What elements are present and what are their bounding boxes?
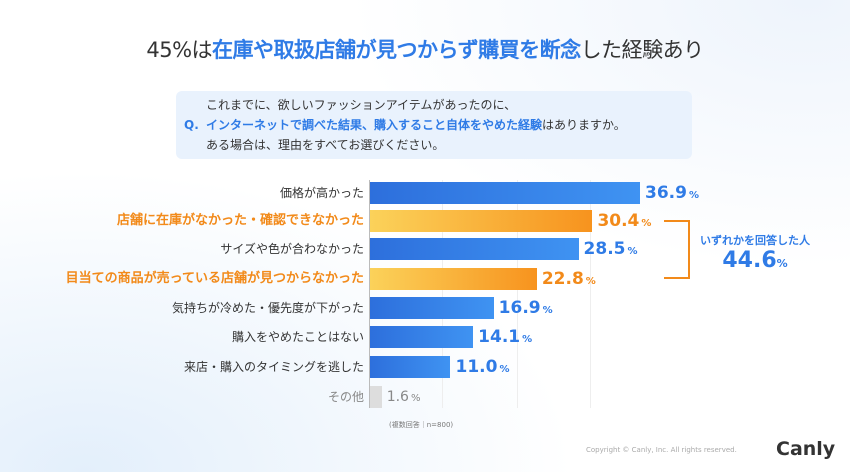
category-label: その他: [327, 390, 364, 404]
category-label: 来店・購入のタイミングを逃した: [183, 360, 364, 374]
question-label: Q.: [184, 118, 199, 132]
category-label: 目当ての商品が売っている店舗が見つからなかった: [65, 271, 364, 286]
bar: [370, 268, 537, 290]
bracket: [664, 220, 690, 279]
value-label: 1.6%: [386, 389, 421, 405]
bar: [370, 182, 640, 204]
value-label: 36.9%: [645, 183, 699, 203]
question-line-2: インターネットで調べた結果、購入すること自体をやめた経験はありますか。: [206, 118, 626, 132]
gridline: [442, 180, 443, 408]
value-label: 22.8%: [541, 269, 596, 289]
category-label: 購入をやめたことはない: [231, 330, 364, 344]
category-label: 価格が高かった: [279, 186, 364, 200]
footnote: (複数回答｜n=800): [389, 421, 454, 429]
question-line-3: ある場合は、理由をすべてお選びください。: [206, 138, 445, 152]
question-line-1: これまでに、欲しいファッションアイテムがあったのに、: [206, 98, 517, 112]
value-label: 28.5%: [583, 239, 638, 259]
bar: [370, 386, 382, 408]
category-label: サイズや色が合わなかった: [220, 242, 364, 256]
gridline: [517, 180, 518, 408]
category-label: 気持ちが冷めた・優先度が下がった: [171, 301, 364, 315]
bar: [370, 356, 451, 378]
bar: [370, 238, 579, 260]
callout-value: 44.6%: [722, 248, 788, 273]
gridline: [590, 180, 591, 408]
bar: [370, 297, 494, 319]
canly-logo: Canly: [776, 438, 836, 460]
value-label: 30.4%: [597, 211, 652, 231]
value-label: 14.1%: [478, 327, 533, 347]
axis-line: [369, 180, 370, 408]
bar: [370, 326, 474, 348]
callout-title: いずれかを回答した人: [700, 234, 810, 247]
question-box: Q. これまでに、欲しいファッションアイテムがあったのに、 インターネットで調べ…: [176, 91, 692, 159]
value-label: 11.0%: [455, 357, 510, 377]
page-title: 45%は在庫や取扱店舗が見つからず購買を断念した経験あり: [146, 38, 704, 62]
category-label: 店舗に在庫がなかった・確認できなかった: [116, 213, 364, 228]
copyright: Copyright © Canly, Inc. All rights reser…: [586, 446, 737, 454]
callout: いずれかを回答した人 44.6%: [700, 232, 810, 273]
bar: [370, 210, 593, 232]
value-label: 16.9%: [498, 298, 553, 318]
